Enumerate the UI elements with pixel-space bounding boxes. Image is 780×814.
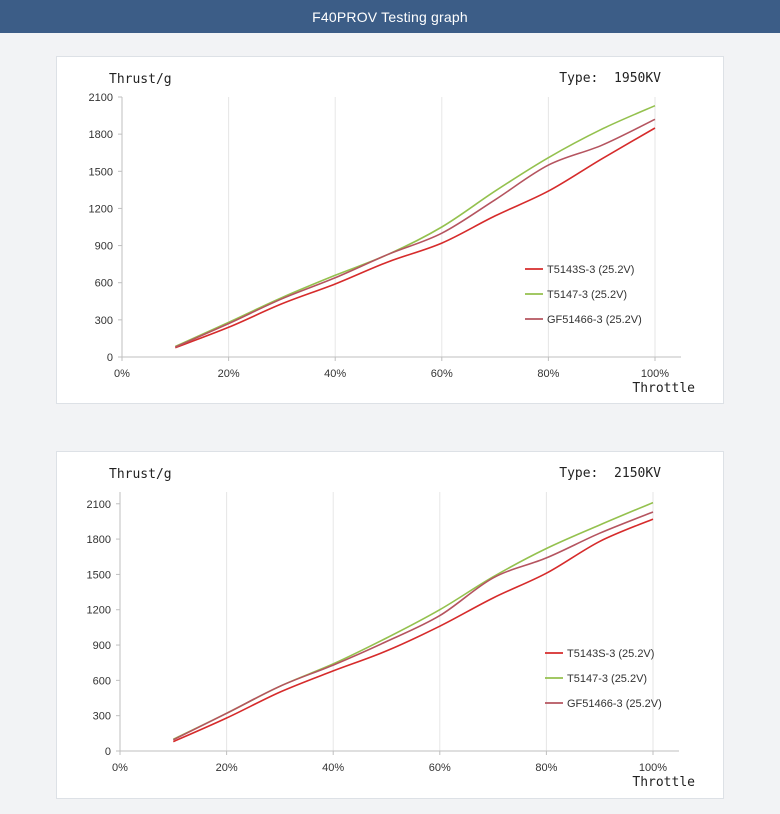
x-tick-label: 60%: [429, 762, 451, 774]
y-tick-label: 300: [93, 711, 111, 723]
x-tick-label: 40%: [322, 762, 344, 774]
y-tick-label: 1200: [87, 605, 111, 617]
y-tick-label: 300: [95, 315, 113, 327]
legend-label: T5147-3 (25.2V): [567, 673, 647, 685]
y-tick-label: 1200: [89, 203, 113, 215]
chart-panel-2150kv: 0 300 600 900 1200 1500 1800 2100 0% 20% 40% 60% 80%…: [56, 451, 724, 799]
y-tick-label: 1800: [87, 534, 111, 546]
x-tick-label: 20%: [216, 762, 238, 774]
x-axis-label: Throttle: [632, 775, 695, 790]
motor-type-label: Type: 1950KV: [559, 71, 661, 86]
x-tick-label: 0%: [114, 368, 130, 380]
legend-label: T5147-3 (25.2V): [547, 289, 627, 301]
legend-label: T5143S-3 (25.2V): [567, 648, 654, 660]
thrust-chart-1950kv: 0 300 600 900 1200 1500 1800 2100 0% 20% 40% 60% 80%…: [89, 71, 696, 396]
y-tick-label: 1500: [87, 569, 111, 581]
chart-panel-1950kv: 0 300 600 900 1200 1500 1800 2100 0% 20% 40% 60% 80%…: [56, 56, 724, 404]
y-tick-label: 1800: [89, 129, 113, 141]
x-axis-label: Throttle: [632, 381, 695, 396]
grid: [226, 492, 654, 751]
y-tick-label: 600: [95, 278, 113, 290]
legend-label: GF51466-3 (25.2V): [547, 314, 642, 326]
x-tick-label: 80%: [537, 368, 559, 380]
page-title: F40PROV Testing graph: [312, 8, 468, 25]
series-line-3: [172, 511, 654, 741]
y-tick-label: 2100: [89, 92, 113, 104]
series-line-2: [174, 104, 656, 348]
x-tick-label: 40%: [324, 368, 346, 380]
y-tick-label: 2100: [87, 499, 111, 511]
legend: T5143S-3 (25.2V) T5147-3 (25.2V) GF51466-3…: [545, 648, 662, 710]
series-line-1: [172, 518, 654, 743]
y-tick-label: 0: [105, 746, 111, 758]
x-tick-label: 100%: [641, 368, 669, 380]
motor-type-label: Type: 2150KV: [559, 466, 661, 481]
y-tick-label: 600: [93, 675, 111, 687]
y-axis-label: Thrust/g: [109, 72, 172, 87]
x-tick-label: 0%: [112, 762, 128, 774]
y-tick-label: 900: [95, 241, 113, 253]
x-tick-label: 20%: [218, 368, 240, 380]
series-line-1: [175, 127, 656, 349]
series-line-3: [174, 118, 656, 348]
x-tick-label: 100%: [639, 762, 667, 774]
page-header: F40PROV Testing graph: [0, 0, 780, 33]
legend-label: T5143S-3 (25.2V): [547, 264, 634, 276]
y-tick-label: 0: [107, 352, 113, 364]
legend: T5143S-3 (25.2V) T5147-3 (25.2V) GF51466-3…: [525, 264, 642, 326]
legend-label: GF51466-3 (25.2V): [567, 698, 662, 710]
y-tick-label: 1500: [89, 166, 113, 178]
x-tick-label: 80%: [535, 762, 557, 774]
x-tick-label: 60%: [431, 368, 453, 380]
thrust-chart-2150kv: 0 300 600 900 1200 1500 1800 2100 0% 20% 40% 60% 80%…: [87, 466, 696, 790]
y-axis-label: Thrust/g: [109, 467, 172, 482]
y-tick-label: 900: [93, 640, 111, 652]
